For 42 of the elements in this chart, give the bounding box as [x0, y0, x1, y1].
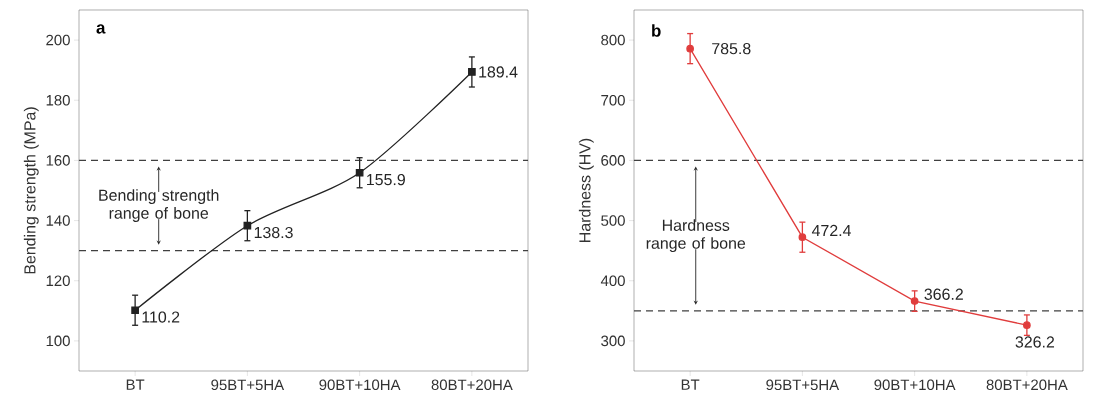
point — [798, 233, 807, 242]
y-tick-label: 400 — [600, 275, 625, 287]
y-tick-label: 800 — [601, 34, 625, 46]
data-label: 110.2 — [142, 311, 180, 323]
y-tick-label: 180 — [46, 94, 70, 106]
x-tick-label: 90BT+10HA — [319, 379, 401, 391]
data-label: 189.4 — [479, 66, 518, 78]
y-tick-label: 700 — [601, 94, 625, 106]
y-tick-label: 500 — [601, 215, 625, 226]
y-tick-label: 600 — [601, 155, 625, 166]
data-label: 155.9 — [367, 173, 405, 186]
y-tick-label: 140 — [46, 215, 70, 226]
y-tick-label: 160 — [46, 155, 70, 166]
point — [686, 44, 694, 53]
annotation: Bending strength range of bone — [99, 189, 219, 222]
annotation: Hardness range of bone — [646, 219, 746, 253]
x-tick-label: 80BT+20HA — [986, 379, 1068, 391]
x-tick-label: 90BT+10HA — [874, 379, 956, 391]
point — [131, 306, 139, 315]
text: a — [96, 24, 106, 34]
x-tick-label: 80BT+20HA — [431, 379, 513, 391]
data-label: 326.2 — [1015, 336, 1055, 348]
point — [355, 168, 364, 177]
text: b — [652, 24, 661, 37]
y-axis-title: Bending strength (MPa) — [23, 107, 39, 274]
point — [1023, 321, 1031, 329]
x-tick-label: BT — [126, 379, 145, 390]
x-tick-label: 95BT+5HA — [766, 379, 840, 391]
point — [243, 221, 252, 230]
x-tick-label: BT — [681, 379, 700, 390]
y-axis-title: Hardness (HV) — [578, 138, 594, 242]
point — [468, 68, 476, 76]
point — [910, 297, 919, 305]
x-tick-label: 95BT+5HA — [211, 379, 285, 391]
data-label: 366.2 — [924, 288, 963, 300]
y-tick-label: 200 — [46, 34, 70, 46]
y-tick-label: 100 — [46, 335, 70, 347]
data-label: 472.4 — [811, 224, 851, 236]
data-label: 138.3 — [254, 226, 293, 239]
data-label: 785.8 — [712, 42, 751, 55]
y-tick-label: 300 — [601, 335, 625, 347]
y-tick-label: 120 — [46, 275, 70, 287]
